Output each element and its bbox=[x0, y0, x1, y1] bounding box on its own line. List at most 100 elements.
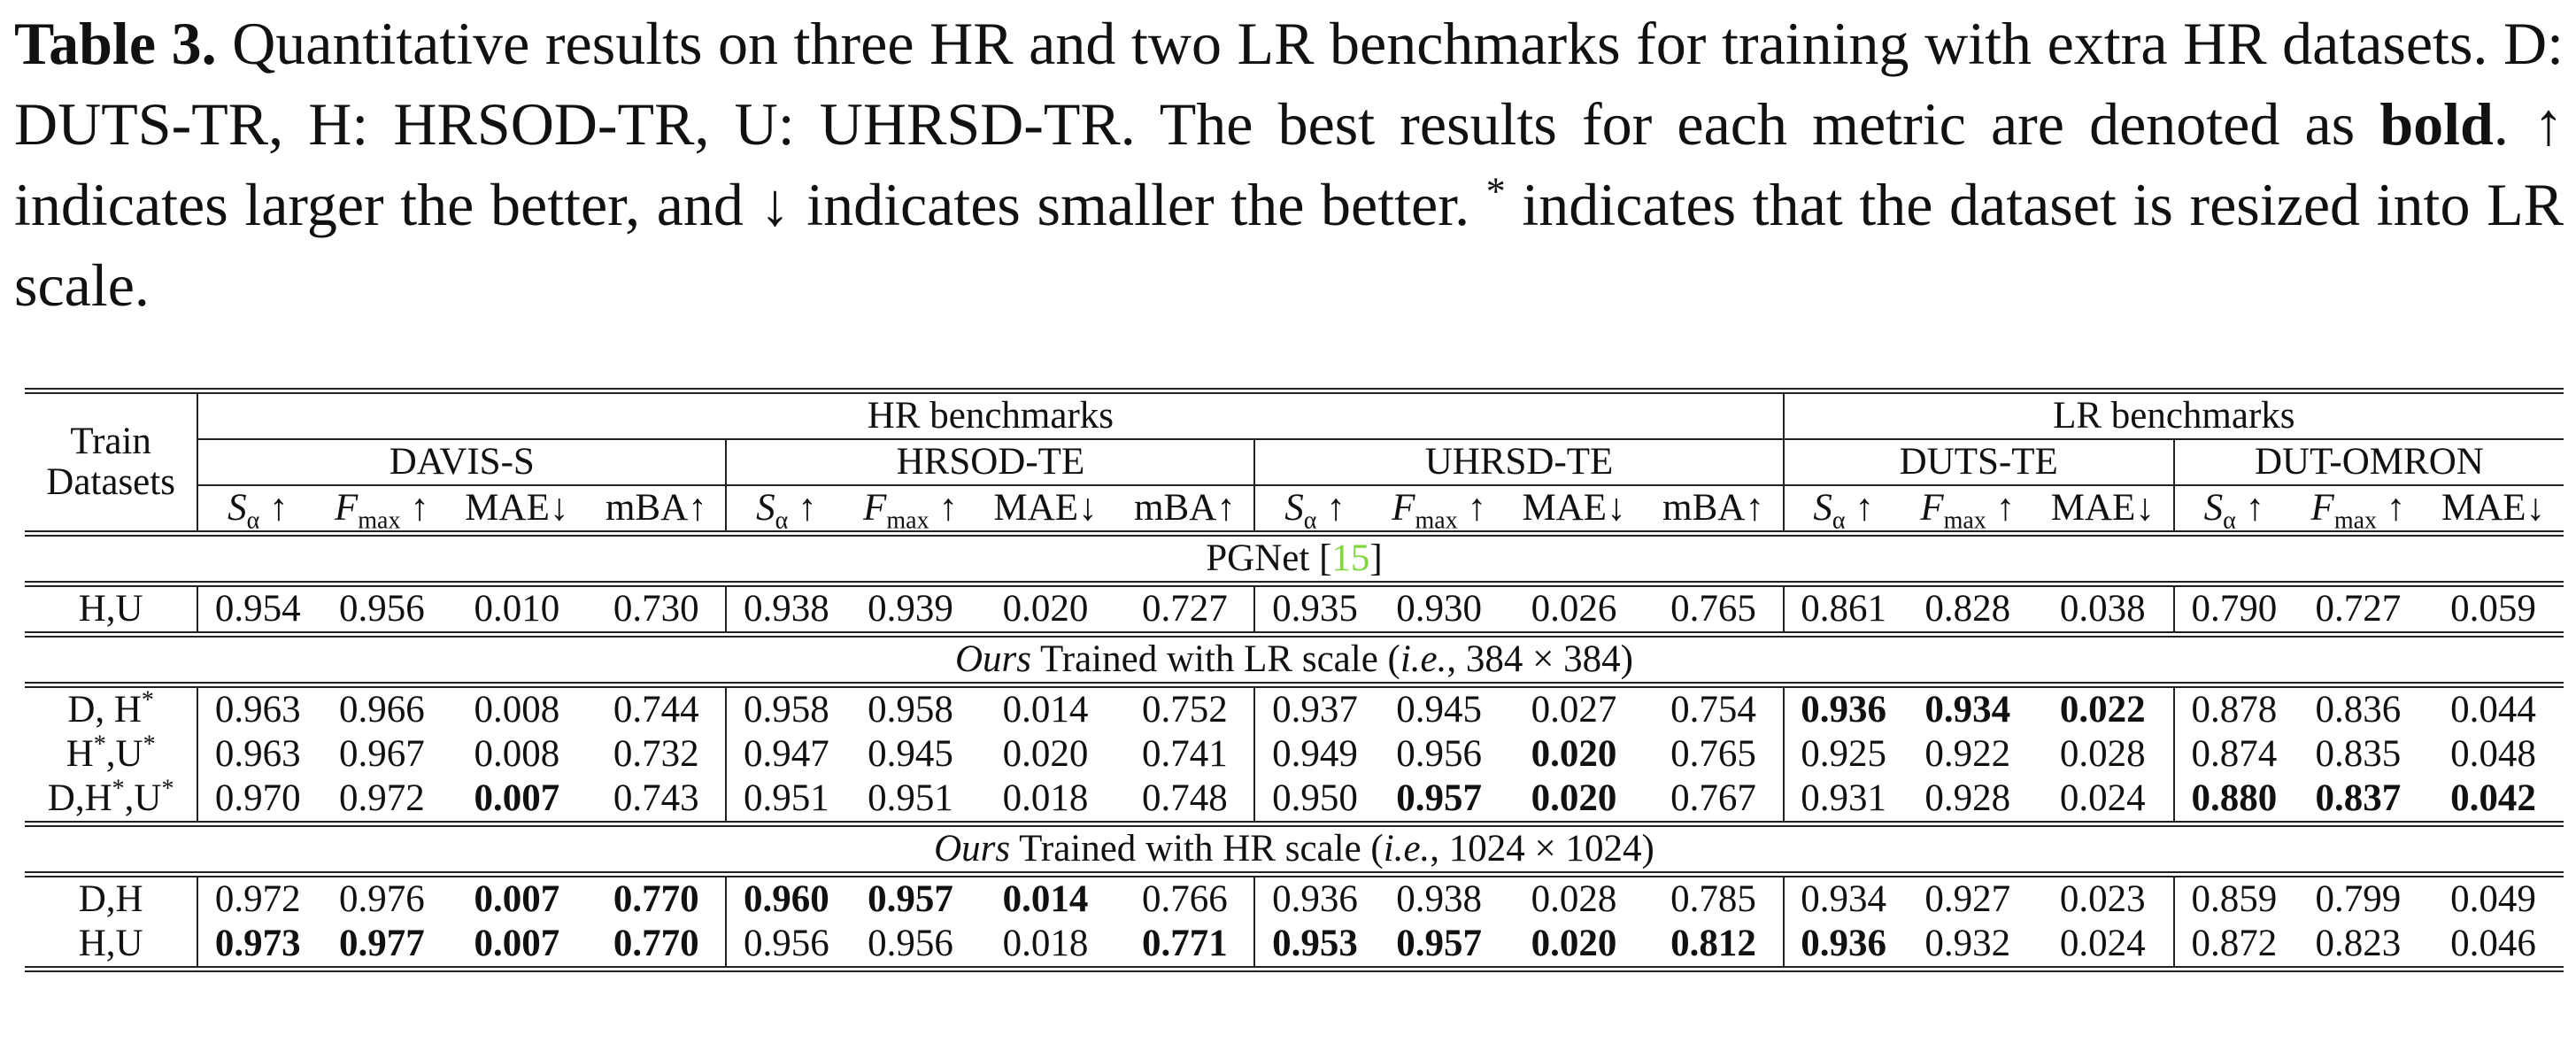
row-label: D,H bbox=[25, 875, 197, 923]
value-cell: 0.939 bbox=[868, 588, 953, 630]
metric-sub: max bbox=[2333, 506, 2378, 535]
value-cell: 0.953 bbox=[1253, 922, 1375, 972]
value-cell: 0.008 bbox=[474, 733, 560, 775]
value-cell: 0.748 bbox=[1142, 777, 1228, 819]
metric-text: F bbox=[1392, 487, 1415, 529]
metric-text: F bbox=[1920, 487, 1944, 529]
value-cell: 0.765 bbox=[1670, 588, 1756, 630]
row-label: D,H*,U* bbox=[25, 777, 197, 824]
metric-arrow: ↑ bbox=[1995, 487, 2016, 529]
value-cell: 0.026 bbox=[1531, 588, 1617, 630]
value-cell: 0.972 bbox=[338, 777, 425, 819]
value-cell: 0.930 bbox=[1396, 588, 1482, 630]
metric: MAE↓ bbox=[2032, 485, 2174, 534]
row-label: D, H* bbox=[25, 685, 197, 733]
row-label-text: H,U bbox=[78, 588, 143, 630]
value-cell: 0.014 bbox=[1002, 878, 1089, 920]
value-cell: 0.963 bbox=[197, 684, 318, 732]
value-cell: 0.927 bbox=[1924, 878, 2011, 920]
row-label-text: H,U bbox=[78, 923, 143, 964]
value-cell: 0.754 bbox=[1670, 689, 1756, 730]
value-cell: 0.973 bbox=[197, 922, 318, 972]
value-cell: 0.956 bbox=[1396, 733, 1482, 775]
value-cell: 0.954 bbox=[197, 584, 318, 635]
metric-text: F bbox=[2310, 487, 2334, 529]
section-text: PGNet [ bbox=[1206, 537, 1332, 579]
value-cell: 0.024 bbox=[2032, 922, 2174, 972]
metric-text: MAE↓ bbox=[2441, 487, 2546, 529]
metric-arrow: ↑ bbox=[2386, 487, 2406, 529]
value-cell: 0.741 bbox=[1142, 733, 1228, 775]
metric-sub: α bbox=[775, 506, 789, 535]
value-cell: 0.936 bbox=[1782, 922, 1903, 972]
metric-sub: max bbox=[1415, 506, 1458, 535]
group: DUTS-TE bbox=[1782, 439, 2174, 486]
value-cell: 0.790 bbox=[2172, 584, 2294, 635]
section-text: ] bbox=[1369, 537, 1383, 579]
metric-arrow: ↑ bbox=[268, 487, 289, 529]
value-cell: 0.925 bbox=[1782, 732, 1903, 777]
value-cell: 0.770 bbox=[587, 922, 727, 972]
value-cell: 0.027 bbox=[1531, 689, 1617, 730]
metric-arrow: ↑ bbox=[1855, 487, 1874, 529]
metric-text: S bbox=[1813, 487, 1832, 529]
metric-sub: α bbox=[1303, 506, 1317, 535]
value-cell: 0.024 bbox=[2059, 777, 2146, 819]
value-cell: 0.766 bbox=[1142, 878, 1228, 920]
header-row: Train Datasets HR benchmarks LR benchmarks bbox=[25, 388, 2564, 534]
value-cell: 0.823 bbox=[2293, 922, 2423, 972]
data-row: H,U 0.954 0.956 0.010 0.730 0.938 0.939 0.020 0.… bbox=[25, 584, 2564, 635]
value-cell: 0.049 bbox=[2450, 878, 2536, 920]
value-cell: 0.970 bbox=[197, 777, 318, 824]
value-cell: 0.727 bbox=[2315, 588, 2402, 630]
value-cell: 0.957 bbox=[1374, 922, 1504, 972]
caption-text: * bbox=[1485, 169, 1506, 213]
section-text: i.e. bbox=[1400, 638, 1447, 680]
corner-text: Train bbox=[70, 421, 151, 462]
value-cell: 0.044 bbox=[2450, 689, 2536, 730]
row-label-text: D, H* bbox=[67, 686, 154, 730]
value-cell: 0.861 bbox=[1782, 584, 1903, 635]
metric: MAE↓ bbox=[976, 485, 1116, 534]
value-cell: 0.008 bbox=[474, 689, 560, 730]
value-cell: 0.014 bbox=[1002, 689, 1089, 730]
metric-text: MAE↓ bbox=[1522, 487, 1626, 529]
caption-text: bold bbox=[2379, 90, 2494, 158]
value-cell: 0.837 bbox=[2315, 777, 2402, 819]
metric: Sα ↑ bbox=[725, 485, 846, 535]
value-cell: 0.771 bbox=[1115, 922, 1255, 972]
value-cell: 0.945 bbox=[1396, 689, 1482, 730]
corner-text: Datasets bbox=[46, 461, 175, 503]
metric-text: MAE↓ bbox=[2050, 487, 2155, 529]
section-title: PGNet [15] bbox=[25, 530, 2564, 587]
section-text: i.e. bbox=[1383, 828, 1431, 870]
value-cell: 0.007 bbox=[474, 878, 560, 920]
value-cell: 0.059 bbox=[2450, 588, 2536, 630]
citation: 15 bbox=[1331, 537, 1370, 579]
value-cell: 0.028 bbox=[2059, 733, 2146, 775]
value-cell: 0.934 bbox=[1924, 689, 2011, 730]
section-text: , 1024 × 1024) bbox=[1430, 828, 1654, 870]
value-cell: 0.935 bbox=[1253, 584, 1375, 635]
value-cell: 0.785 bbox=[1670, 878, 1756, 920]
value-cell: 0.007 bbox=[474, 777, 560, 819]
supergroup: HR benchmarks bbox=[197, 388, 1784, 440]
value-cell: 0.743 bbox=[613, 777, 699, 819]
value-cell: 0.828 bbox=[1924, 588, 2011, 630]
metric-text: mBA↑ bbox=[1134, 487, 1236, 529]
metric-arrow: ↑ bbox=[1326, 487, 1346, 529]
group: DUT-OMRON bbox=[2172, 439, 2564, 486]
row-label-text: D,H*,U* bbox=[47, 775, 174, 819]
section-text: Ours bbox=[955, 638, 1032, 680]
metric-text: S bbox=[2203, 487, 2224, 529]
value-cell: 0.752 bbox=[1142, 689, 1228, 730]
value-cell: 0.042 bbox=[2450, 777, 2536, 819]
caption-text: Quantitative results on three HR and two… bbox=[14, 10, 2564, 158]
group: HRSOD-TE bbox=[725, 439, 1255, 486]
section-row: PGNet [15] bbox=[25, 530, 2564, 587]
metric: MAE↓ bbox=[1504, 485, 1645, 534]
value-cell: 0.967 bbox=[338, 733, 425, 775]
metric: Sα ↑ bbox=[1782, 485, 1903, 534]
metric-sub: max bbox=[886, 506, 929, 535]
